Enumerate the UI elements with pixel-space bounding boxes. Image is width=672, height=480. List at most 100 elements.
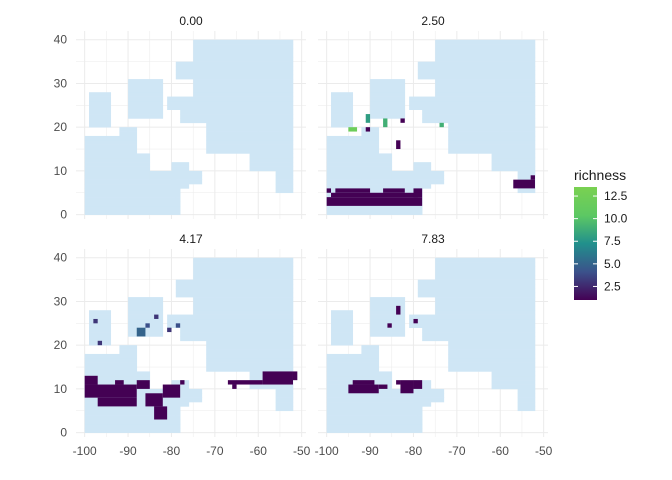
land-cell [370, 332, 406, 337]
land-cell [89, 318, 112, 324]
land-cell [326, 184, 419, 189]
land-cell [193, 61, 294, 67]
land-cell [175, 205, 181, 211]
land-cell [435, 57, 536, 62]
land-cell [448, 149, 536, 154]
land-cell [119, 127, 138, 132]
land-cell [517, 406, 536, 412]
richness-cell [145, 393, 163, 407]
richness-cell [227, 380, 263, 385]
facet-panel: 2.50 [318, 14, 548, 219]
richness-cell [396, 380, 401, 385]
land-cell [517, 393, 536, 398]
land-cell [517, 388, 536, 394]
land-cell [89, 105, 112, 110]
richness-cell [378, 384, 388, 389]
land-cell [491, 153, 536, 159]
land-cell [413, 170, 432, 176]
land-cell [435, 270, 536, 276]
land-cell [128, 314, 164, 320]
land-cell [193, 83, 294, 89]
land-cell [361, 140, 380, 145]
richness-cells [348, 305, 423, 394]
richness-cells [326, 114, 535, 206]
land-cell [361, 153, 393, 159]
land-cell [361, 135, 380, 141]
land-cell [417, 74, 436, 80]
land-cell [326, 375, 362, 381]
land-cell [119, 153, 151, 159]
land-cell [517, 175, 536, 180]
land-cell [89, 114, 112, 119]
land-cell [361, 375, 393, 381]
land-cell [89, 327, 112, 333]
land-cell [326, 140, 362, 145]
land-cell [422, 114, 536, 119]
land-cell [370, 109, 406, 115]
land-cell [417, 428, 423, 433]
land-cell [435, 288, 536, 294]
land-cell [167, 323, 294, 328]
land-cell [331, 310, 354, 315]
land-cell [517, 402, 536, 407]
x-tick-label: -50 [535, 444, 553, 458]
land-cell [409, 100, 536, 106]
land-cell [370, 327, 406, 333]
land-cell [326, 166, 362, 172]
land-cell [430, 170, 445, 176]
legend-tick-label: 7.5 [604, 234, 621, 248]
land-cell [435, 87, 536, 93]
land-cell [167, 100, 294, 106]
land-cell [149, 175, 172, 180]
land-cell [430, 175, 445, 180]
land-cell [119, 358, 138, 363]
land-cell [370, 314, 406, 320]
land-cell [84, 157, 120, 163]
richness-cell [162, 384, 181, 398]
land-cell [391, 175, 414, 180]
richness-cell [326, 188, 332, 193]
land-cell [89, 118, 112, 124]
x-tick-label: -60 [492, 444, 510, 458]
land-cell [84, 423, 177, 429]
richness-cell [292, 371, 298, 381]
legend-title: richness [574, 167, 626, 183]
richness-cell [400, 380, 414, 394]
richness-cell [413, 380, 423, 389]
land-cell [326, 428, 419, 433]
land-cell [128, 114, 164, 119]
land-cell [331, 118, 354, 124]
land-cell [275, 397, 294, 403]
land-cell [84, 166, 120, 172]
land-cell [326, 175, 362, 180]
y-tick-label: 10 [54, 382, 68, 396]
land-cell [249, 384, 294, 390]
land-cell [417, 402, 423, 407]
land-cell [206, 135, 294, 141]
land-cell [119, 135, 138, 141]
y-tick-label: 30 [54, 76, 68, 90]
land-cell [119, 367, 138, 372]
land-cell [370, 305, 406, 311]
land-cell [84, 353, 120, 359]
land-cell [171, 166, 190, 172]
land-cell [84, 205, 177, 211]
land-cell [491, 371, 536, 377]
land-cell [361, 349, 380, 355]
land-cell [331, 340, 354, 346]
richness-cell [84, 384, 137, 398]
richness-cell [413, 188, 423, 198]
land-cell [193, 44, 294, 49]
richness-cell [326, 197, 423, 206]
land-cell [361, 166, 393, 172]
land-cell [89, 323, 112, 328]
land-cell [417, 65, 436, 71]
land-cell [128, 310, 164, 315]
land-cell [84, 162, 120, 167]
land-cell [326, 384, 362, 390]
land-cell [435, 70, 536, 76]
land-cell [275, 188, 294, 194]
richness-cell [167, 327, 172, 333]
land-cell [84, 170, 120, 176]
richness-cell [93, 318, 98, 324]
